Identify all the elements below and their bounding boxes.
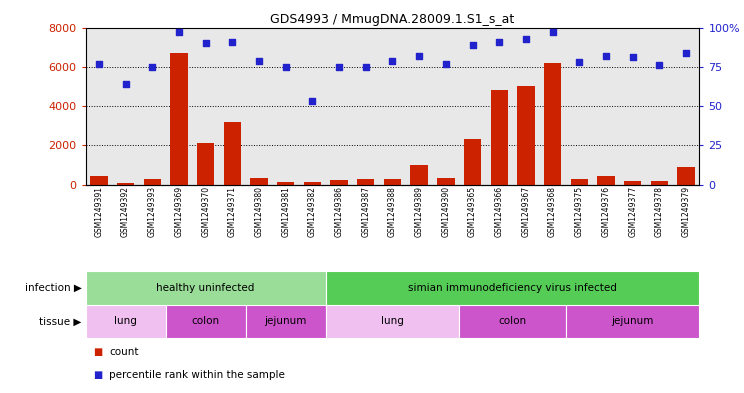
Bar (490, 90, 508, 185)
Text: jejunum: jejunum (612, 316, 654, 326)
Text: colon: colon (498, 316, 527, 326)
Point (280, 64, 292, 70)
Text: infection ▶: infection ▶ (25, 283, 82, 293)
Bar (224, 122, 241, 185)
Bar (677, 167, 695, 185)
Text: colon: colon (192, 316, 219, 326)
Text: lung: lung (114, 316, 137, 326)
Bar (144, 179, 161, 185)
Point (120, 81, 132, 87)
Bar (411, 165, 428, 185)
Text: tissue ▶: tissue ▶ (39, 316, 82, 326)
Bar (464, 138, 481, 185)
Point (626, 54, 638, 61)
Bar (566, 305, 699, 338)
Bar (651, 181, 668, 185)
Point (333, 64, 345, 70)
Bar (86, 271, 326, 305)
Bar (250, 178, 268, 185)
Point (93, 61, 105, 67)
Point (307, 98, 318, 105)
Bar (170, 53, 187, 185)
Point (173, 29, 185, 35)
Bar (326, 271, 699, 305)
Text: healthy uninfected: healthy uninfected (156, 283, 255, 293)
Bar (86, 305, 166, 338)
Text: jejunum: jejunum (265, 316, 307, 326)
Bar (246, 305, 326, 338)
Text: ■: ■ (93, 370, 102, 380)
Point (653, 62, 665, 68)
Bar (459, 305, 566, 338)
Bar (277, 182, 295, 185)
Point (600, 53, 612, 59)
Bar (597, 176, 615, 185)
Text: percentile rank within the sample: percentile rank within the sample (109, 370, 285, 380)
Text: count: count (109, 347, 139, 357)
Bar (166, 305, 246, 338)
Bar (517, 86, 535, 185)
Title: GDS4993 / MmugDNA.28009.1.S1_s_at: GDS4993 / MmugDNA.28009.1.S1_s_at (270, 13, 515, 26)
Point (547, 29, 559, 35)
Point (253, 57, 265, 64)
Point (574, 59, 586, 65)
Bar (326, 305, 459, 338)
Point (466, 42, 478, 48)
Point (360, 64, 372, 70)
Bar (437, 178, 455, 185)
Bar (357, 179, 374, 185)
Point (440, 61, 452, 67)
Point (680, 50, 692, 56)
Bar (544, 63, 561, 185)
Bar (90, 176, 108, 185)
Bar (330, 180, 347, 185)
Bar (624, 181, 641, 185)
Bar (384, 179, 401, 185)
Bar (571, 179, 588, 185)
Bar (197, 143, 214, 185)
Point (520, 35, 532, 42)
Point (147, 64, 158, 70)
Text: simian immunodeficiency virus infected: simian immunodeficiency virus infected (408, 283, 617, 293)
Point (387, 57, 399, 64)
Bar (117, 183, 134, 185)
Bar (304, 182, 321, 185)
Text: lung: lung (381, 316, 404, 326)
Text: ■: ■ (93, 347, 102, 357)
Point (493, 39, 505, 45)
Point (199, 40, 211, 46)
Point (413, 53, 425, 59)
Point (226, 39, 238, 45)
